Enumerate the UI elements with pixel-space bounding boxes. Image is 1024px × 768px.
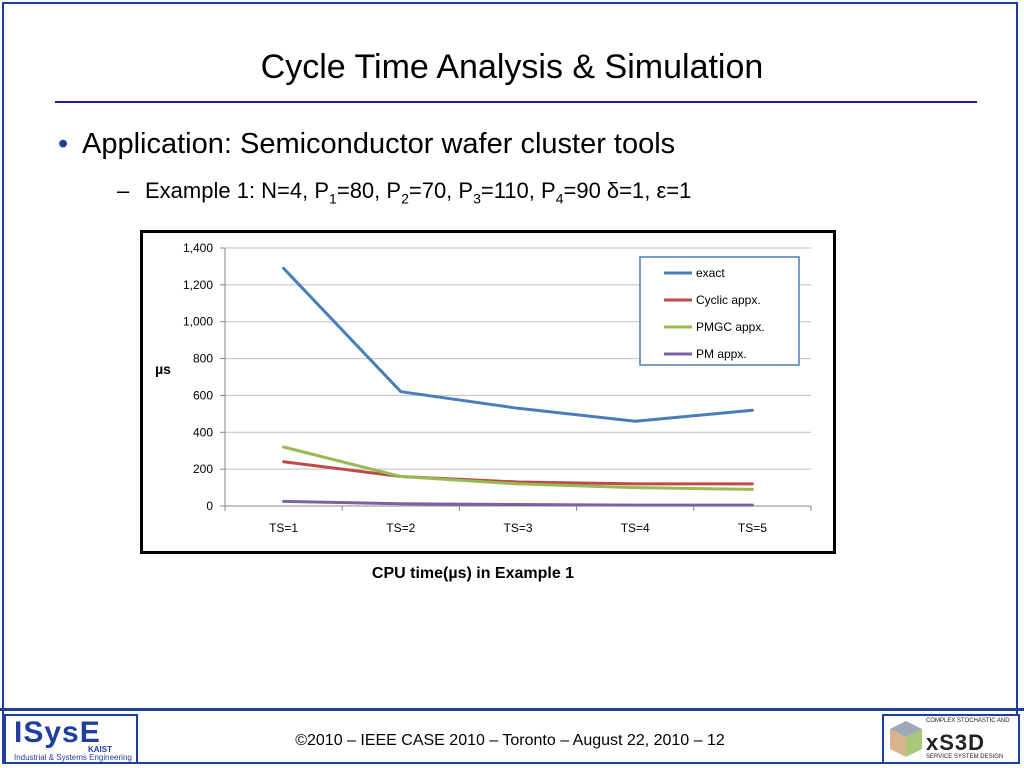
y-tick-label: 600 bbox=[193, 388, 213, 402]
series-line bbox=[282, 499, 754, 507]
sub-index-1: 1 bbox=[329, 190, 337, 207]
isyse-logo-text: ISysE bbox=[14, 716, 101, 749]
series-line bbox=[282, 460, 754, 486]
y-tick-label: 1,000 bbox=[183, 315, 213, 329]
chart-container: 0 200 400 600 800 1,000 1,200 1,400 TS=1 TS=2 TS=3… bbox=[140, 230, 836, 554]
xs3d-logo-text: xS3D bbox=[926, 730, 986, 755]
legend-label: PMGC appx. bbox=[696, 320, 765, 334]
chart-caption: CPU time(µs) in Example 1 bbox=[371, 565, 575, 582]
y-tick-label: 1,200 bbox=[183, 278, 213, 292]
xs3d-logo-bottom: SERVICE SYSTEM DESIGN bbox=[926, 754, 1004, 760]
legend-label: Cyclic appx. bbox=[696, 293, 761, 307]
y-tick-label: 400 bbox=[193, 425, 213, 439]
y-tick-label: 200 bbox=[193, 462, 213, 476]
sub-text-prefix: Example 1: N=4, P bbox=[145, 178, 330, 203]
line-chart: 0 200 400 600 800 1,000 1,200 1,400 TS=1 TS=2 TS=3… bbox=[155, 241, 812, 535]
xs3d-logo: COMPLEX STOCHASTIC AND xS3D SERVICE SYST… bbox=[882, 714, 1020, 764]
sub-text-3: =110, P bbox=[480, 178, 556, 203]
y-tick-label: 0 bbox=[206, 499, 213, 513]
bullet-text: Application: Semiconductor wafer cluster… bbox=[82, 128, 676, 160]
bullet-dot-icon: • bbox=[58, 128, 69, 160]
sub-text-1: =80, P bbox=[336, 178, 402, 203]
legend-label: exact bbox=[696, 266, 725, 280]
sub-index-3: 3 bbox=[473, 190, 481, 207]
title-divider bbox=[55, 101, 977, 103]
x-tick-label: TS=3 bbox=[503, 521, 532, 535]
sub-text-4: =90 δ=1, ε=1 bbox=[563, 178, 692, 203]
x-tick-label: TS=1 bbox=[269, 521, 298, 535]
isyse-logo-subtitle: Industrial & Systems Engineering bbox=[14, 753, 132, 762]
slide-title: Cycle Time Analysis & Simulation bbox=[260, 48, 764, 86]
footer-text: ©2010 – IEEE CASE 2010 – Toronto – Augus… bbox=[295, 732, 725, 749]
x-tick-label: TS=5 bbox=[738, 521, 767, 535]
isyse-logo-kaist: KAIST bbox=[88, 745, 112, 754]
footer-divider bbox=[0, 708, 1024, 711]
isyse-logo: ISysE KAIST Industrial & Systems Enginee… bbox=[4, 714, 138, 764]
cube-icon bbox=[890, 721, 922, 757]
x-tick-label: TS=2 bbox=[386, 521, 415, 535]
sub-index-2: 2 bbox=[401, 190, 409, 207]
bullet-item: • Application: Semiconductor wafer cluste… bbox=[58, 128, 675, 161]
series-line bbox=[282, 266, 754, 423]
series-line bbox=[282, 445, 754, 491]
y-tick-label: 1,400 bbox=[183, 241, 213, 255]
legend-label: PM appx. bbox=[696, 347, 747, 361]
sub-index-4: 4 bbox=[555, 190, 564, 207]
y-axis-label: µs bbox=[155, 361, 171, 377]
sub-bullet-item: – Example 1: N=4, P1=80, P2=70, P3=110, P… bbox=[117, 178, 691, 206]
y-tick-label: 800 bbox=[193, 352, 213, 366]
sub-text-2: =70, P bbox=[408, 178, 474, 203]
legend-box bbox=[639, 256, 800, 366]
xs3d-logo-top: COMPLEX STOCHASTIC AND bbox=[926, 718, 1010, 724]
dash-icon: – bbox=[117, 178, 130, 203]
x-tick-label: TS=4 bbox=[621, 521, 650, 535]
